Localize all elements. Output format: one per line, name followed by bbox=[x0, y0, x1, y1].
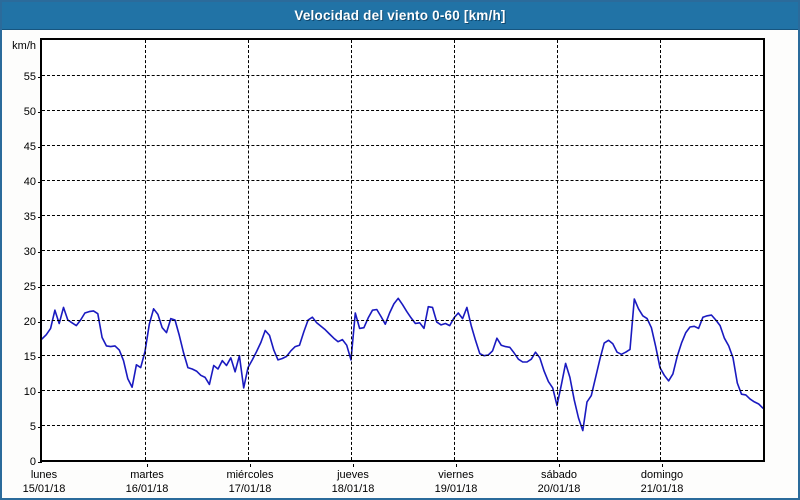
gridline-vertical bbox=[659, 40, 661, 460]
day-name: martes bbox=[130, 469, 164, 481]
gridline-horizontal bbox=[42, 389, 763, 391]
y-tick-label: 55 bbox=[23, 71, 36, 83]
day-name: miércoles bbox=[226, 469, 274, 481]
day-date: 16/01/18 bbox=[125, 483, 169, 495]
day-label: domingo 21/01/18 bbox=[614, 468, 710, 496]
y-tick-mark bbox=[38, 462, 42, 463]
gridline-horizontal bbox=[42, 249, 763, 251]
chart-title: Velocidad del viento 0-60 [km/h] bbox=[294, 8, 506, 23]
day-date: 18/01/18 bbox=[331, 483, 375, 495]
plot-area bbox=[40, 38, 765, 462]
day-date: 21/01/18 bbox=[640, 483, 684, 495]
y-tick-label: 20 bbox=[23, 316, 36, 328]
y-tick-label: 10 bbox=[23, 386, 36, 398]
wind-speed-line bbox=[42, 297, 763, 432]
gridline-vertical bbox=[556, 40, 558, 460]
day-name: lunes bbox=[30, 469, 58, 481]
gridline-horizontal bbox=[42, 424, 763, 426]
gridline-horizontal bbox=[42, 284, 763, 286]
y-tick-label: 35 bbox=[23, 211, 36, 223]
day-name: sábado bbox=[540, 469, 578, 481]
gridline-horizontal bbox=[42, 354, 763, 356]
gridline-vertical bbox=[144, 40, 146, 460]
day-label: viernes 19/01/18 bbox=[408, 468, 504, 496]
day-date: 17/01/18 bbox=[228, 483, 272, 495]
y-axis-unit-label: km/h bbox=[12, 40, 36, 52]
x-tick-mark bbox=[146, 464, 148, 467]
gridline-horizontal bbox=[42, 74, 763, 76]
gridline-horizontal bbox=[42, 109, 763, 111]
day-label: lunes 15/01/18 bbox=[2, 468, 92, 496]
y-tick-label: 30 bbox=[23, 246, 36, 258]
day-label: miércoles 17/01/18 bbox=[202, 468, 298, 496]
day-label: jueves 18/01/18 bbox=[305, 468, 401, 496]
gridline-vertical bbox=[453, 40, 455, 460]
day-date: 19/01/18 bbox=[434, 483, 478, 495]
x-tick-mark bbox=[352, 464, 354, 467]
wind-speed-polyline bbox=[42, 297, 763, 432]
y-tick-label: 5 bbox=[29, 421, 36, 433]
gridline-horizontal bbox=[42, 319, 763, 321]
y-tick-label: 0 bbox=[29, 456, 36, 468]
gridline-horizontal bbox=[42, 179, 763, 181]
day-label: sábado 20/01/18 bbox=[511, 468, 607, 496]
x-tick-mark bbox=[249, 464, 251, 467]
day-name: domingo bbox=[640, 469, 684, 481]
y-tick-label: 45 bbox=[23, 141, 36, 153]
y-tick-label: 50 bbox=[23, 106, 36, 118]
day-date: 20/01/18 bbox=[537, 483, 581, 495]
x-tick-mark bbox=[455, 464, 457, 467]
gridline-vertical bbox=[247, 40, 249, 460]
gridline-vertical bbox=[350, 40, 352, 460]
y-tick-label: 25 bbox=[23, 281, 36, 293]
day-label: martes 16/01/18 bbox=[99, 468, 195, 496]
x-tick-mark bbox=[558, 464, 560, 467]
day-name: viernes bbox=[438, 469, 474, 481]
y-tick-label: 40 bbox=[23, 176, 36, 188]
y-tick-label: 15 bbox=[23, 351, 36, 363]
gridline-horizontal bbox=[42, 214, 763, 216]
x-tick-mark bbox=[661, 464, 663, 467]
gridline-horizontal bbox=[42, 144, 763, 146]
day-date: 15/01/18 bbox=[22, 483, 66, 495]
chart-title-bar: Velocidad del viento 0-60 [km/h] bbox=[2, 2, 798, 30]
day-name: jueves bbox=[337, 469, 369, 481]
